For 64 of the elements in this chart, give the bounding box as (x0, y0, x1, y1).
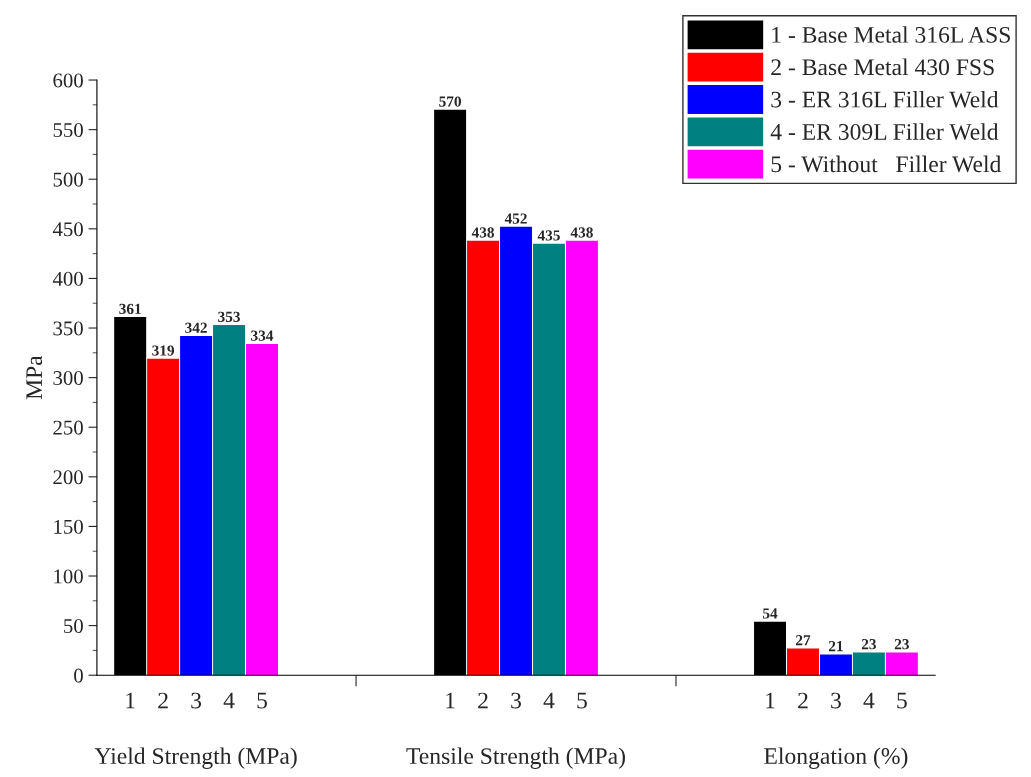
bar (787, 648, 819, 676)
y-tick-label: 50 (64, 618, 83, 634)
text: 4 (223, 692, 235, 709)
text: 3 (511, 692, 521, 709)
data-label: 342 (185, 322, 207, 333)
text: 5 (897, 692, 907, 709)
text: 1 (766, 692, 775, 709)
text: 5 (577, 692, 587, 709)
data-label: 438 (471, 227, 495, 238)
data-label: 361 (119, 303, 141, 315)
text: 1 (446, 692, 455, 709)
text: 2 (478, 692, 488, 709)
y-tick-label: 600 (53, 73, 83, 88)
x-tick-label: Yield Strength (MPa) (94, 747, 297, 769)
bar (819, 654, 852, 676)
y-tick-label: 400 (52, 271, 83, 286)
x-tick-label: Tensile Strength (MPa) (406, 747, 625, 769)
legend-label: 1 - Base Metal 316L ASS (772, 26, 1010, 43)
text: 2 (798, 692, 808, 709)
legend-label: 3 - ER 316L Filler Weld (771, 90, 999, 108)
y-tick-label: 350 (53, 321, 83, 336)
text: 2 (158, 692, 168, 709)
bar (213, 325, 246, 676)
data-label: 353 (218, 311, 240, 322)
data-label: 435 (537, 230, 560, 241)
data-label: 21 (828, 641, 843, 652)
y-tick-label: 550 (53, 123, 83, 138)
data-label: 27 (795, 635, 811, 646)
bar (885, 652, 918, 676)
bar (246, 343, 278, 676)
data-label: 334 (251, 330, 274, 341)
bar (147, 358, 180, 676)
legend-label: 2 - Base Metal 430 FSS (771, 58, 994, 76)
text: 3 (191, 692, 202, 709)
y-axis-title: MPa (26, 355, 43, 400)
data-label: 570 (439, 96, 461, 107)
y-tick-label: 150 (54, 519, 83, 534)
text: 5 (257, 692, 267, 709)
bar (852, 652, 885, 676)
y-tick-label: 500 (53, 172, 83, 187)
legend-label: 4 - ER 309L Filler Weld (770, 123, 999, 141)
y-tick-label: 450 (52, 222, 83, 237)
text: 3 (831, 692, 841, 709)
data-label: 438 (570, 227, 593, 238)
text: 1 (126, 692, 135, 709)
y-tick-label: 200 (53, 470, 83, 485)
bar (565, 240, 598, 676)
data-label: 54 (763, 608, 778, 619)
text: 4 (543, 692, 555, 709)
data-label: 319 (152, 345, 175, 356)
legend-label: 5 - Without Filler Weld (771, 155, 1002, 173)
bar (532, 243, 565, 676)
bar (467, 240, 500, 676)
y-tick-label: 300 (53, 371, 83, 386)
data-label: 452 (504, 213, 527, 224)
bar (500, 226, 532, 676)
y-tick-label: 250 (53, 420, 83, 435)
data-label: 23 (861, 639, 877, 650)
bar (180, 335, 213, 676)
text: 4 (863, 692, 875, 709)
y-tick-label: 0 (74, 668, 83, 683)
data-label: 23 (894, 639, 909, 650)
y-tick-label: 100 (54, 569, 83, 584)
x-tick-label: Elongation (%) (764, 747, 908, 769)
